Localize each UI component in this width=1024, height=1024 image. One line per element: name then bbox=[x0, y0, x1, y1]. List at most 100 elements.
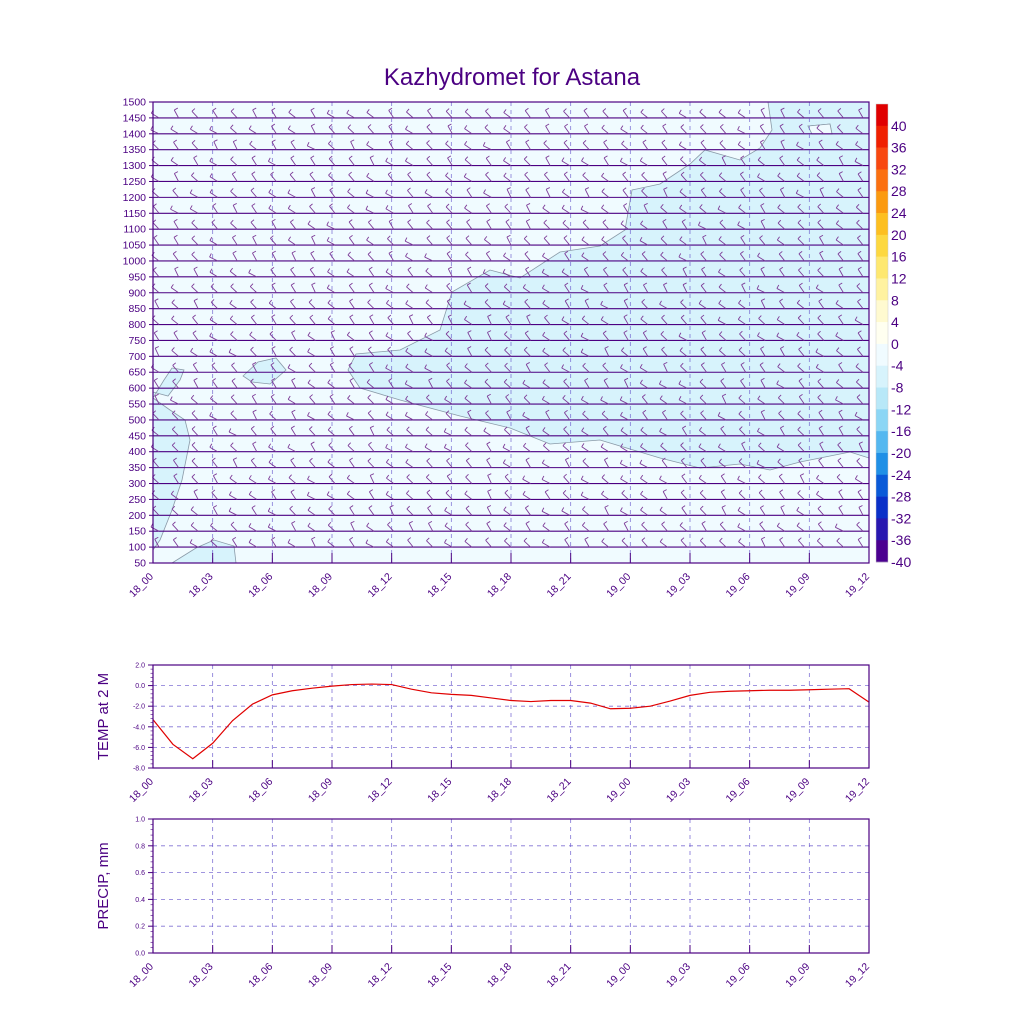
wind-barb bbox=[290, 284, 297, 293]
wind-barb bbox=[386, 303, 394, 310]
wind-barb-flag bbox=[855, 141, 859, 145]
wind-barb-flag bbox=[368, 441, 372, 446]
colorbar-swatch bbox=[876, 409, 888, 432]
wind-barb bbox=[603, 523, 610, 532]
colorbar-swatch bbox=[876, 169, 888, 192]
wind-barb-flag bbox=[780, 187, 785, 190]
wind-barb-flag bbox=[581, 522, 586, 526]
wind-barb bbox=[526, 316, 531, 325]
wind-barb-flag bbox=[271, 536, 276, 540]
wind-barb bbox=[699, 207, 707, 214]
wind-barb-flag bbox=[250, 219, 255, 223]
wind-barb-flag bbox=[700, 251, 705, 255]
colorbar-swatch bbox=[876, 213, 888, 236]
wind-barb bbox=[680, 302, 688, 309]
wind-barb-flag bbox=[310, 107, 315, 111]
wind-barb-flag bbox=[153, 330, 158, 334]
wind-barb bbox=[464, 128, 473, 135]
wind-barb-flag bbox=[854, 316, 858, 321]
wind-barb-flag bbox=[290, 425, 295, 429]
wind-barb bbox=[309, 396, 316, 405]
wind-barb bbox=[835, 207, 844, 214]
wind-barb-flag bbox=[503, 378, 508, 383]
wind-barb bbox=[446, 285, 453, 294]
wind-barb-flag bbox=[267, 157, 271, 162]
wind-barb bbox=[699, 381, 707, 389]
wind-barb-flag bbox=[486, 521, 491, 524]
wind-barb-flag bbox=[387, 521, 391, 526]
wind-barb-flag bbox=[327, 410, 331, 415]
colorbar-swatch bbox=[876, 300, 888, 323]
wind-barb bbox=[561, 271, 570, 278]
wind-barb bbox=[406, 508, 414, 516]
wind-barb bbox=[369, 316, 375, 325]
wind-barb bbox=[817, 381, 825, 389]
wind-barb-flag bbox=[349, 537, 354, 541]
wind-barb bbox=[679, 239, 688, 246]
wind-barb-flag bbox=[426, 235, 431, 239]
wind-barb-flag bbox=[329, 393, 334, 397]
wind-barb bbox=[269, 413, 277, 421]
wind-barb bbox=[213, 141, 219, 150]
wind-barb-flag bbox=[718, 458, 722, 463]
wind-barb-flag bbox=[326, 491, 330, 496]
wind-barb bbox=[502, 272, 512, 278]
wind-barb-flag bbox=[738, 538, 742, 542]
wind-barb-flag bbox=[349, 346, 354, 350]
wind-barb bbox=[485, 174, 492, 182]
wind-barb bbox=[835, 526, 844, 532]
wind-barb-flag bbox=[620, 443, 624, 448]
wind-barb-flag bbox=[385, 364, 388, 369]
colorbar-frame bbox=[875, 103, 889, 563]
wind-barb bbox=[816, 478, 825, 484]
y-tick-label: 700 bbox=[128, 351, 146, 363]
wind-barb-flag bbox=[836, 379, 840, 383]
wind-barb bbox=[230, 286, 238, 294]
colorbar-swatch bbox=[876, 278, 888, 301]
wind-barb bbox=[854, 161, 864, 166]
wind-barb-flag bbox=[464, 538, 468, 542]
wind-barb bbox=[640, 382, 649, 389]
wind-barb-flag bbox=[678, 141, 682, 146]
wind-barb bbox=[230, 397, 238, 405]
wind-barb bbox=[622, 110, 629, 119]
wind-barb bbox=[307, 415, 316, 421]
wind-barb bbox=[777, 222, 786, 230]
x-tick-label: 19_09 bbox=[783, 961, 812, 990]
wind-barb-flag bbox=[542, 331, 546, 336]
wind-barb-flag bbox=[193, 489, 198, 492]
wind-barb-flag bbox=[679, 522, 683, 526]
wind-barb bbox=[445, 191, 453, 198]
wind-barb bbox=[621, 143, 629, 151]
wind-barb bbox=[230, 413, 238, 421]
wind-barb bbox=[698, 478, 707, 484]
wind-barb bbox=[193, 380, 199, 389]
wind-barb bbox=[388, 380, 395, 389]
wind-barb-flag bbox=[307, 331, 311, 336]
wind-barb-flag bbox=[209, 157, 213, 162]
x-tick-label: 18_00 bbox=[127, 571, 156, 600]
wind-barb-flag bbox=[385, 395, 389, 400]
wind-barb-flag bbox=[309, 314, 314, 318]
wind-barb-flag bbox=[464, 204, 468, 209]
y-tick-label: 0.8 bbox=[135, 843, 145, 850]
wind-barb-flag bbox=[367, 299, 371, 303]
wind-barb-flag bbox=[385, 443, 388, 448]
wind-barb bbox=[817, 206, 825, 214]
y-tick-label: 300 bbox=[128, 478, 146, 490]
wind-barb bbox=[424, 446, 434, 453]
wind-barb bbox=[798, 460, 805, 468]
wind-barb bbox=[797, 429, 805, 437]
wind-barb-flag bbox=[698, 474, 702, 479]
wind-barb-flag bbox=[835, 300, 839, 304]
wind-barb bbox=[836, 382, 844, 389]
wind-barb bbox=[191, 460, 199, 468]
wind-barb bbox=[385, 399, 394, 405]
wind-barb bbox=[385, 288, 394, 294]
wind-barb-flag bbox=[836, 188, 840, 192]
wind-barb-flag bbox=[388, 123, 393, 127]
wind-barb-flag bbox=[406, 505, 410, 510]
wind-barb bbox=[445, 175, 453, 182]
wind-barb bbox=[564, 300, 571, 309]
wind-barb bbox=[582, 413, 590, 421]
